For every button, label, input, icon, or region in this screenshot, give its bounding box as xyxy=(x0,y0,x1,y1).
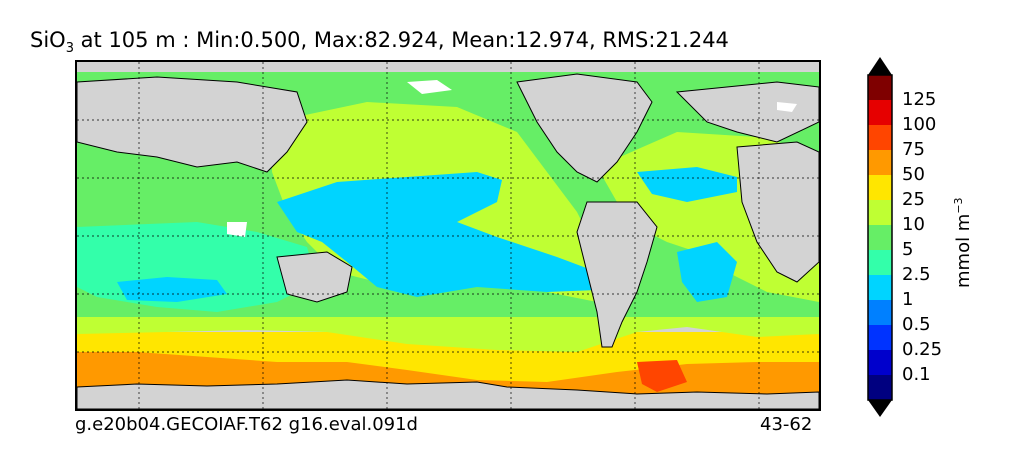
antarctica-land xyxy=(77,379,819,409)
pacific-cyan-region xyxy=(277,172,597,297)
south-america-land xyxy=(576,201,658,348)
colorbar-tick-label: 2.5 xyxy=(902,264,931,285)
colorbar-tick-label: 0.1 xyxy=(902,364,931,385)
colorbar-extend-max xyxy=(868,57,892,75)
colorbar-segment xyxy=(868,125,892,151)
southern-ocean-band-yellow xyxy=(77,332,819,382)
indian-cyan-region xyxy=(117,277,227,302)
south-atlantic-cyan xyxy=(677,242,737,302)
colorbar-segment xyxy=(868,350,892,376)
footer-case-name: g.e20b04.GECOIAF.T62 g16.eval.091d xyxy=(75,414,418,435)
colorbar-tick-label: 0.25 xyxy=(902,339,943,360)
colorbar xyxy=(867,57,893,417)
colorbar-tick-label: 50 xyxy=(902,164,925,185)
footer-years: 43-62 xyxy=(760,414,813,435)
colorbar-segment xyxy=(868,250,892,276)
southern-ocean-band-red xyxy=(637,360,687,392)
colorbar-tick-label: 1 xyxy=(902,289,914,310)
southern-ocean-band-lightgreen xyxy=(77,314,819,352)
colorbar-tick-label: 125 xyxy=(902,89,937,110)
colorbar-segment xyxy=(868,325,892,351)
colorbar-segment xyxy=(868,100,892,126)
colorbar-tick-label: 75 xyxy=(902,139,925,160)
colorbar-tick-label: 25 xyxy=(902,189,925,210)
africa-land xyxy=(736,141,819,283)
ocean-field-map xyxy=(77,62,819,409)
colorbar-tick-label: 5 xyxy=(902,239,914,260)
gridlines xyxy=(77,62,819,409)
colorbar-segment xyxy=(868,275,892,301)
colorbar-segment xyxy=(868,75,892,101)
map-panel xyxy=(75,60,821,411)
colorbar-segment xyxy=(868,300,892,326)
plot-title: SiO3 at 105 m : Min:0.500, Max:82.924, M… xyxy=(30,28,729,57)
colorbar-segment xyxy=(868,200,892,226)
colorbar-units: mmol m−3 xyxy=(952,197,974,288)
asia-land xyxy=(77,76,308,173)
colorbar-segment xyxy=(868,150,892,176)
colorbar-segment xyxy=(868,225,892,251)
colorbar-tick-label: 0.5 xyxy=(902,314,931,335)
colorbar-segment xyxy=(868,175,892,201)
atlantic-cyan-region xyxy=(637,167,737,202)
eurasia-land xyxy=(675,81,819,143)
colorbar-extend-min xyxy=(868,400,892,417)
americas-land xyxy=(516,73,653,183)
colorbar-tick-label: 100 xyxy=(902,114,937,135)
colorbar-segment xyxy=(868,375,892,401)
colorbar-tick-label: 10 xyxy=(902,214,925,235)
